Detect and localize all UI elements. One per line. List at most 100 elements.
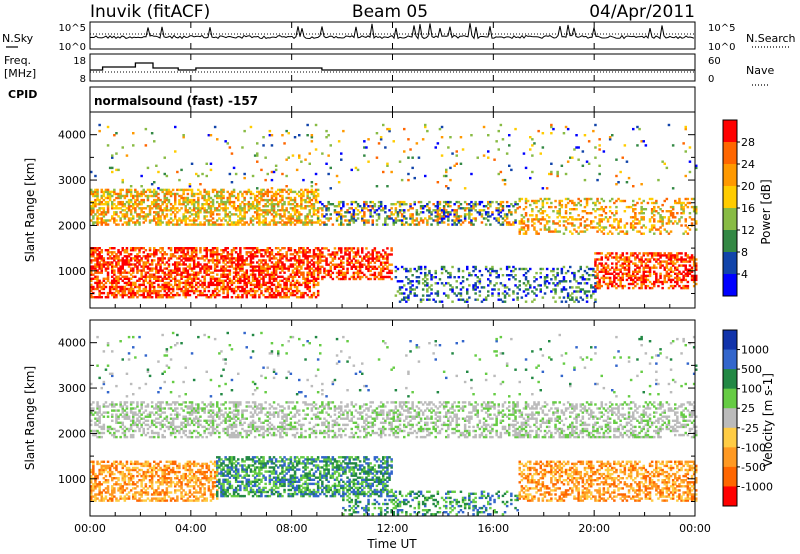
power-cell	[319, 267, 322, 270]
power-cell	[636, 218, 639, 221]
power-cell	[174, 279, 177, 282]
power-cell	[289, 203, 293, 206]
power-cell	[90, 259, 93, 262]
power-cell	[199, 223, 202, 226]
power-cell	[636, 266, 639, 269]
power-cell	[129, 205, 133, 208]
power-cell	[241, 265, 244, 268]
power-cell	[234, 279, 238, 282]
power-cell	[508, 221, 511, 224]
power-cell	[293, 263, 297, 266]
power-cell	[310, 296, 314, 299]
power-cell	[272, 205, 276, 208]
power-cell	[195, 247, 198, 250]
power-cell	[604, 276, 608, 280]
power-cell	[90, 277, 93, 280]
power-cell	[491, 269, 494, 273]
power-cell	[676, 278, 679, 282]
power-cell	[421, 219, 425, 222]
station-title: Inuvik (fitACF)	[90, 2, 210, 22]
power-cell	[455, 223, 458, 226]
power-cell	[321, 265, 324, 268]
power-cell	[409, 223, 412, 226]
power-cell	[224, 287, 227, 291]
power-cell	[692, 274, 696, 278]
power-cell	[102, 287, 106, 291]
power-cell	[102, 257, 106, 260]
power-cell	[678, 276, 681, 280]
power-cell	[306, 271, 309, 274]
power-cell	[287, 188, 290, 192]
power-cell	[226, 275, 229, 278]
power-cell	[249, 265, 253, 268]
power-cell	[646, 264, 650, 267]
power-cell	[505, 286, 509, 289]
power-cell	[165, 198, 169, 202]
power-cell	[279, 217, 282, 220]
power-cell	[619, 278, 622, 282]
power-cell	[342, 271, 345, 275]
power-cell	[411, 274, 414, 277]
noise-right-tick-top: 10^5	[708, 23, 735, 34]
power-cell	[478, 211, 482, 214]
power-cell	[291, 209, 295, 212]
power-cell	[96, 255, 99, 258]
power-cell	[140, 275, 143, 278]
power-cell	[337, 265, 341, 268]
power-cell	[222, 255, 225, 258]
power-cell	[571, 296, 574, 299]
power-cell	[184, 267, 187, 270]
power-cell	[203, 269, 206, 272]
power-cell	[663, 268, 666, 271]
power-cell	[524, 288, 528, 291]
power-cell	[281, 269, 284, 272]
power-cell	[251, 200, 255, 204]
power-cell	[272, 275, 276, 278]
power-cell	[132, 221, 135, 224]
power-cell	[632, 272, 635, 275]
power-cell	[573, 300, 576, 303]
power-cell	[167, 271, 171, 274]
power-cell	[314, 247, 318, 250]
power-cell	[132, 281, 135, 285]
power-cell	[167, 269, 171, 272]
power-cell	[132, 296, 135, 299]
power-cell	[258, 287, 261, 291]
power-cell	[541, 218, 545, 221]
power-cell	[98, 200, 101, 204]
power-cell	[239, 296, 242, 299]
power-cell	[94, 265, 97, 268]
power-cell	[632, 226, 635, 229]
power-cell	[239, 207, 242, 210]
power-cell	[142, 211, 145, 214]
power-cell	[104, 200, 108, 204]
power-cell	[279, 296, 282, 299]
power-cell	[258, 217, 261, 220]
power-cell	[627, 272, 631, 275]
power-cell	[684, 197, 687, 201]
power-cell	[695, 208, 698, 211]
power-cell	[375, 275, 379, 279]
power-cell	[253, 296, 257, 299]
power-cell	[579, 224, 582, 227]
power-cell	[119, 277, 122, 280]
power-cell	[123, 251, 127, 254]
power-cell	[180, 196, 183, 200]
power-cell	[424, 205, 427, 208]
power-cell	[117, 263, 120, 266]
power-cell	[304, 291, 307, 295]
power-cell	[142, 289, 145, 293]
power-cell	[262, 267, 265, 270]
power-cell	[598, 220, 601, 223]
power-cell	[111, 170, 114, 174]
power-cell	[129, 219, 133, 222]
power-cell	[577, 201, 580, 205]
power-cell	[268, 265, 272, 268]
power-cell	[684, 260, 687, 263]
power-cell	[648, 260, 652, 263]
power-cell	[363, 221, 366, 224]
power-cell	[90, 249, 93, 252]
power-cell	[442, 292, 446, 295]
power-cell	[644, 266, 648, 269]
power-cell	[127, 209, 131, 212]
